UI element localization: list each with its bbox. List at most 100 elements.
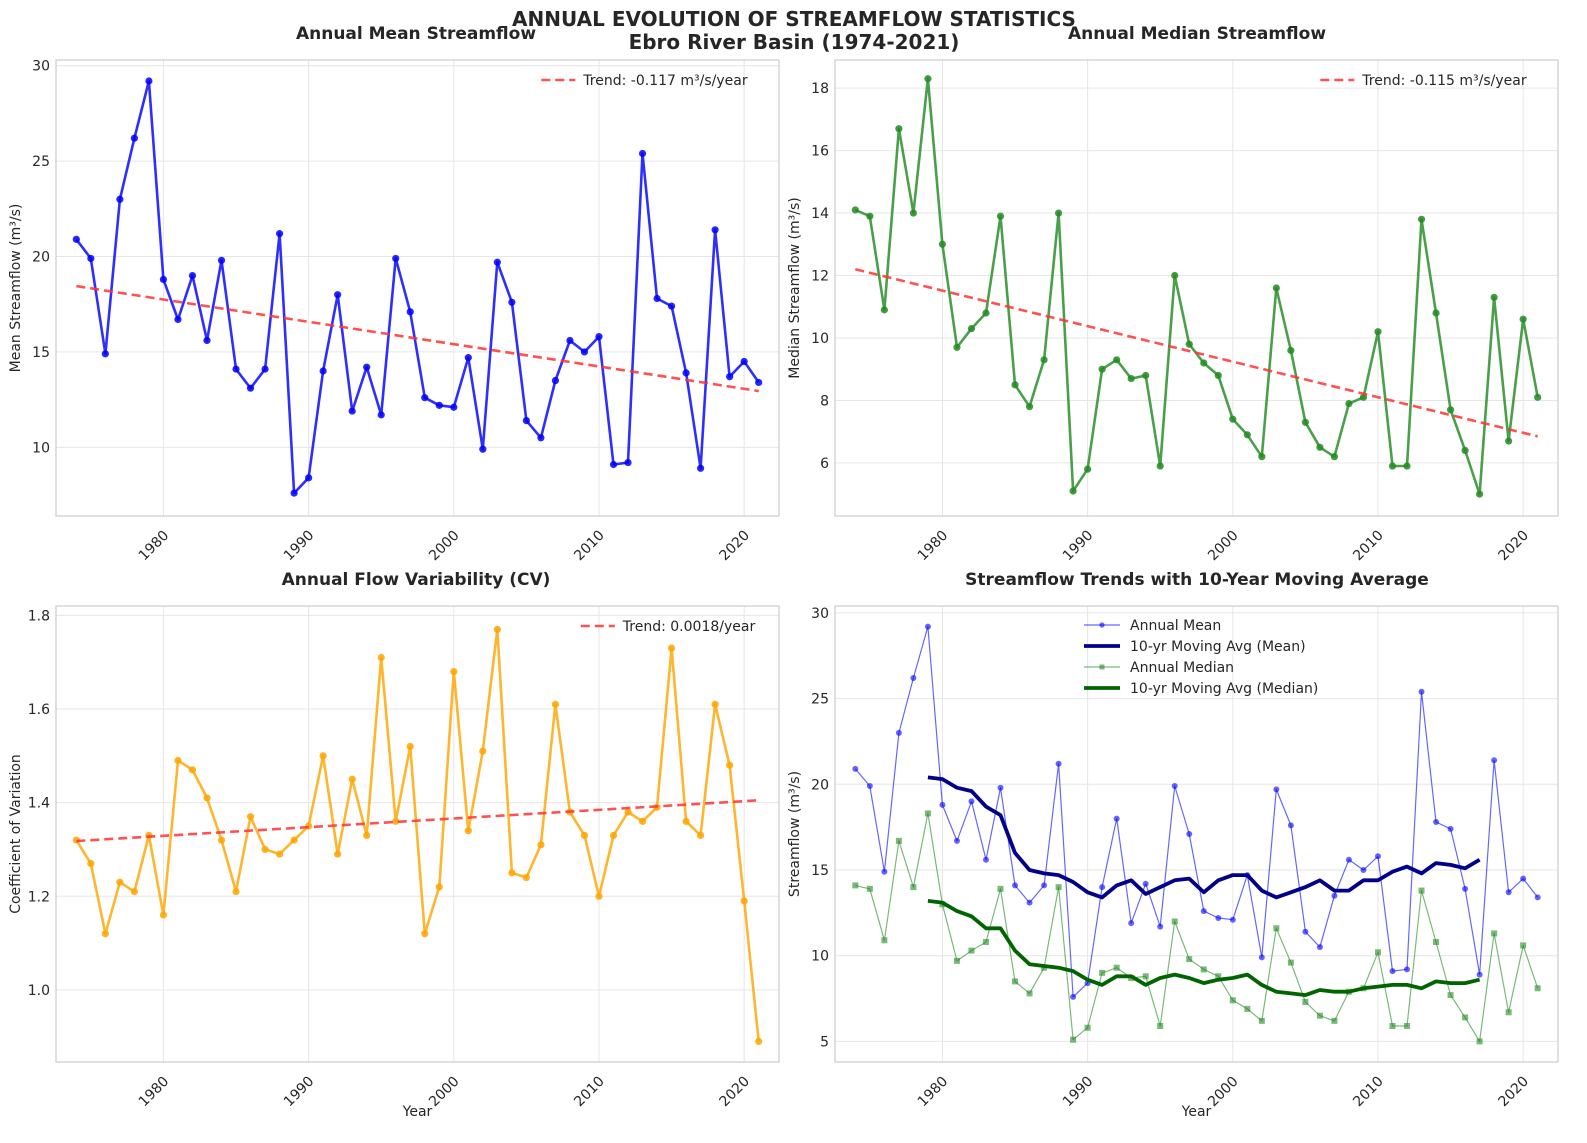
data-point (1345, 399, 1353, 408)
data-point (609, 831, 618, 840)
data-point (290, 489, 298, 497)
data-point (996, 212, 1005, 220)
data-point (909, 209, 917, 217)
data-point (624, 458, 632, 467)
data-point (740, 897, 748, 905)
data-point (1142, 973, 1149, 980)
data-point (348, 407, 356, 415)
x-tick-label: 1990 (1060, 1074, 1097, 1111)
data-point (188, 271, 197, 280)
data-point (1012, 882, 1019, 889)
x-tick-label: 1980 (915, 528, 952, 565)
data-point (1258, 1017, 1265, 1024)
data-point (1534, 894, 1541, 901)
data-point (697, 831, 705, 840)
data-point (1041, 882, 1048, 889)
axes-frame (834, 605, 1559, 1063)
data-point (348, 775, 356, 783)
data-point (1331, 1017, 1338, 1024)
y-tick-label: 1.6 (28, 702, 50, 718)
data-point (939, 801, 946, 808)
data-point (1417, 215, 1426, 223)
data-point (1389, 968, 1396, 975)
data-point (261, 365, 269, 373)
data-point (1070, 1036, 1077, 1043)
legend-label: 10-yr Moving Avg (Mean) (1130, 639, 1306, 655)
data-point (392, 817, 400, 825)
data-point (1142, 880, 1149, 887)
data-point (1476, 971, 1483, 978)
data-point (217, 256, 226, 264)
legend-label: Trend: -0.115 m³/s/year (1361, 73, 1527, 89)
data-point (1142, 371, 1150, 380)
data-point (653, 294, 661, 303)
data-point (580, 348, 589, 356)
data-point (1200, 966, 1207, 973)
y-axis-label: Streamflow (m³/s) (787, 771, 803, 897)
data-point (275, 230, 284, 238)
data-point (682, 369, 690, 377)
data-point (1418, 688, 1425, 695)
y-tick-label: 1.4 (28, 796, 50, 812)
series-line (855, 812, 1539, 1043)
panel-moving-average: Streamflow Trends with 10-Year Moving Av… (787, 570, 1559, 1120)
data-point (711, 700, 719, 708)
data-point (1273, 786, 1280, 793)
data-point (1418, 887, 1425, 894)
data-point (667, 302, 676, 310)
data-point (953, 343, 961, 351)
data-point (1215, 915, 1222, 921)
data-point (87, 859, 95, 868)
data-point (87, 254, 95, 263)
data-point (866, 885, 873, 892)
data-point (1273, 925, 1280, 932)
data-point (1433, 819, 1440, 825)
data-point (1084, 1024, 1091, 1031)
data-point (145, 77, 153, 85)
panel-title: Annual Mean Streamflow (296, 24, 536, 44)
x-tick-label: 1980 (136, 528, 173, 565)
data-point (997, 885, 1004, 892)
data-point (1534, 985, 1541, 992)
data-point (1171, 918, 1178, 925)
data-point (1055, 884, 1062, 891)
y-tick-label: 8 (820, 393, 829, 409)
data-point (1476, 490, 1484, 498)
data-point (1432, 309, 1440, 317)
data-point (1070, 993, 1077, 1000)
data-point (159, 275, 168, 284)
series-line (75, 79, 760, 495)
data-point (1462, 885, 1469, 892)
data-point (595, 892, 603, 900)
data-point (421, 394, 429, 402)
data-point (334, 291, 342, 299)
data-point (1461, 446, 1469, 455)
data-point (1157, 1023, 1164, 1029)
data-point (1316, 944, 1323, 951)
x-tick-label: 2000 (1205, 528, 1242, 565)
data-point (290, 836, 298, 844)
x-tick-label: 2010 (1350, 1074, 1387, 1111)
data-point (1157, 923, 1164, 930)
data-point (1127, 374, 1135, 383)
data-point (697, 464, 705, 472)
data-point (852, 882, 859, 889)
data-point (997, 784, 1004, 791)
y-tick-label: 10 (32, 440, 50, 456)
y-axis-label: Mean Streamflow (m³/s) (8, 204, 24, 373)
axes-frame (834, 59, 1559, 517)
data-point (1156, 462, 1164, 470)
data-point (938, 240, 947, 248)
data-point (895, 729, 902, 736)
y-tick-label: 10 (811, 949, 829, 965)
data-point (1287, 346, 1295, 355)
data-point (1404, 966, 1411, 973)
legend-marker (1099, 664, 1105, 670)
data-point (421, 930, 429, 938)
y-tick-label: 1.8 (28, 608, 50, 624)
y-tick-label: 1.2 (28, 889, 50, 905)
data-point (895, 125, 903, 133)
data-point (866, 212, 874, 220)
data-point (968, 947, 975, 954)
data-point (638, 149, 647, 158)
